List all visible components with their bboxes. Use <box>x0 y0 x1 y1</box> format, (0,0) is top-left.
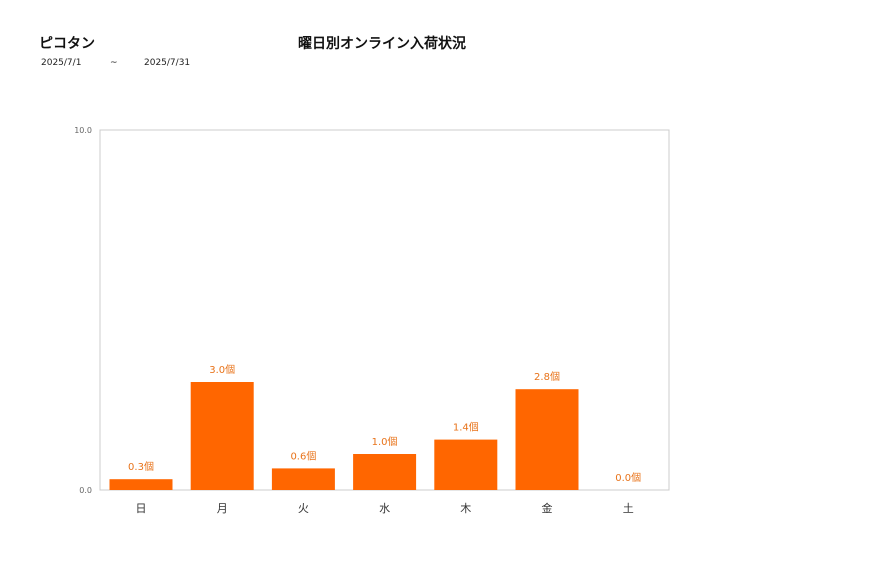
date-separator: ~ <box>110 58 118 68</box>
category-label: 火 <box>298 502 309 515</box>
chart-title: 曜日別オンライン入荷状況 <box>298 36 466 52</box>
data-label: 0.6個 <box>290 449 316 462</box>
data-label: 1.0個 <box>372 435 398 448</box>
category-label: 水 <box>379 502 390 515</box>
category-label: 日 <box>136 502 147 515</box>
data-label: 1.4個 <box>453 421 479 434</box>
bar <box>434 439 498 490</box>
labels-layer: 0.0 10.0 0.3個日 3.0個月 0.6個火 1.0個水 1.4個木 2.8個金 0.0… <box>74 126 641 515</box>
category-label: 木 <box>460 502 471 515</box>
plot-area <box>99 129 670 491</box>
y-tick-label: 10.0 <box>74 126 92 135</box>
bars-layer <box>100 382 669 491</box>
data-label: 0.3個 <box>128 460 154 473</box>
bar <box>353 454 417 490</box>
data-label: 3.0個 <box>209 363 235 376</box>
bar <box>271 468 335 490</box>
category-label: 月 <box>217 502 228 515</box>
date-from: 2025/7/1 <box>41 58 82 68</box>
bar <box>190 382 254 490</box>
category-label: 金 <box>542 501 553 515</box>
store-name: ピコタン <box>39 36 95 52</box>
y-tick-label: 0.0 <box>79 486 92 495</box>
category-label: 土 <box>623 502 634 515</box>
date-to: 2025/7/31 <box>144 58 191 68</box>
bar <box>515 389 579 490</box>
bar <box>109 479 173 490</box>
data-label: 2.8個 <box>534 370 560 383</box>
data-label: 0.0個 <box>615 471 641 484</box>
